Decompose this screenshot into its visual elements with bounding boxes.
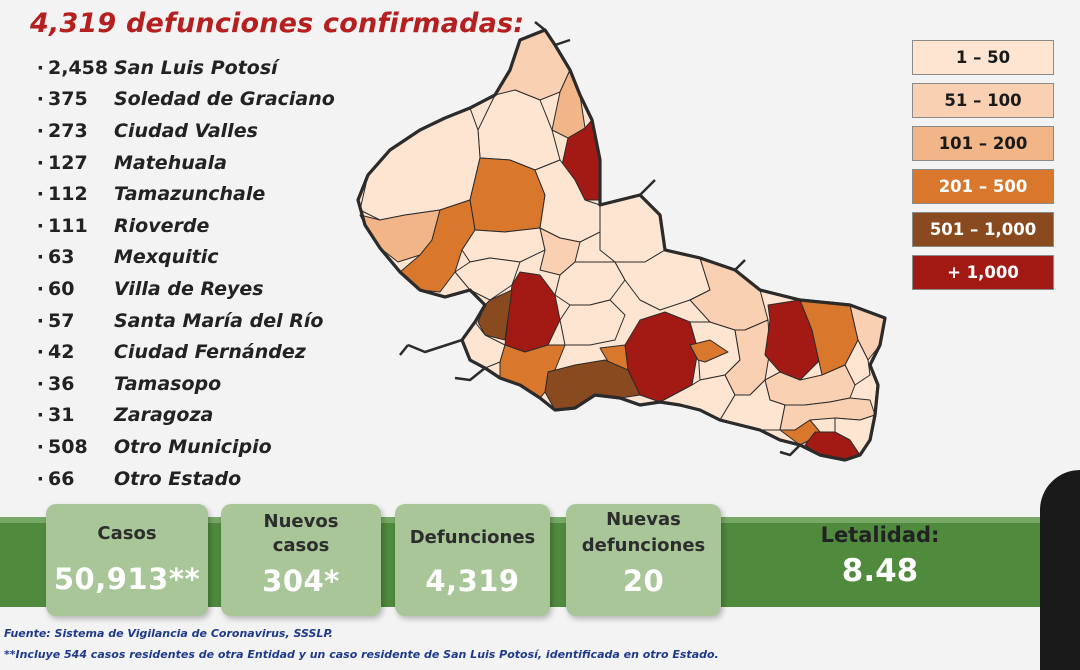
stat-value: 4,319 — [425, 564, 520, 598]
map-region — [477, 289, 513, 341]
map-region — [399, 199, 476, 293]
list-item: · 375 Soledad de Graciano — [36, 88, 335, 111]
list-item: · 36 Tamasopo — [36, 372, 222, 395]
stat-label: casos — [272, 535, 330, 556]
map-legend: 1 – 50 51 – 100 101 – 200 201 – 500 501 … — [912, 40, 1054, 298]
list-item: · 112 Tamazunchale — [36, 183, 266, 206]
state-border — [356, 28, 887, 462]
map-region — [469, 157, 546, 233]
stat-label: defunciones — [581, 535, 706, 556]
stat-card-defunciones: Defunciones 4,319 — [395, 504, 550, 616]
list-item: · 60 Villa de Reyes — [36, 277, 264, 300]
page-title: 4,319 defunciones confirmadas: — [30, 8, 525, 39]
list-item: · 273 Ciudad Valles — [36, 119, 258, 142]
legend-item: + 1,000 — [912, 255, 1054, 290]
stat-card-nuevos-casos: Nuevos casos 304* — [221, 504, 381, 616]
list-item: · 66 Otro Estado — [36, 467, 242, 490]
legend-item: 201 – 500 — [912, 169, 1054, 204]
stat-label: Casos — [97, 523, 157, 544]
map-region — [494, 29, 571, 101]
source-note: Fuente: Sistema de Vigilancia de Coronav… — [4, 627, 333, 640]
map-region — [689, 339, 729, 363]
map-region — [559, 299, 626, 346]
list-item: · 2,458 San Luis Potosí — [36, 56, 278, 79]
list-item: · 508 Otro Municipio — [36, 435, 272, 458]
legend-item: 51 – 100 — [912, 83, 1054, 118]
municipality-list: · 2,458 San Luis Potosí · 375 Soledad de Gra… — [30, 52, 360, 494]
stat-value: 50,913** — [53, 562, 201, 596]
list-item: · 31 Zaragoza — [36, 404, 214, 427]
legend-item: 1 – 50 — [912, 40, 1054, 75]
list-item: · 63 Mexquitic — [36, 246, 219, 269]
list-item: · 57 Santa María del Río — [36, 309, 324, 332]
stat-label: Letalidad: — [820, 523, 940, 547]
list-item: · 127 Matehuala — [36, 151, 227, 174]
list-item: · 111 Rioverde — [36, 214, 210, 237]
stat-letalidad: Letalidad: 8.48 — [740, 517, 1020, 607]
border-spur — [399, 21, 801, 457]
stat-label: Defunciones — [409, 527, 536, 548]
legend-item: 501 – 1,000 — [912, 212, 1054, 247]
map-region — [599, 194, 666, 263]
state-map — [356, 21, 887, 462]
stat-label: Nuevas — [606, 509, 681, 530]
stat-value: 304* — [262, 564, 340, 598]
list-item: · 42 Ciudad Fernández — [36, 341, 306, 364]
stat-value: 20 — [622, 564, 665, 598]
presenter-silhouette — [1040, 470, 1080, 670]
stat-label: Nuevos — [263, 511, 339, 532]
legend-item: 101 – 200 — [912, 126, 1054, 161]
footnote: **Incluye 544 casos residentes de otra E… — [4, 648, 719, 661]
stat-value: 8.48 — [841, 553, 919, 589]
stat-card-nuevas-defunciones: Nuevas defunciones 20 — [566, 504, 721, 616]
stat-card-casos: Casos 50,913** — [46, 504, 208, 616]
